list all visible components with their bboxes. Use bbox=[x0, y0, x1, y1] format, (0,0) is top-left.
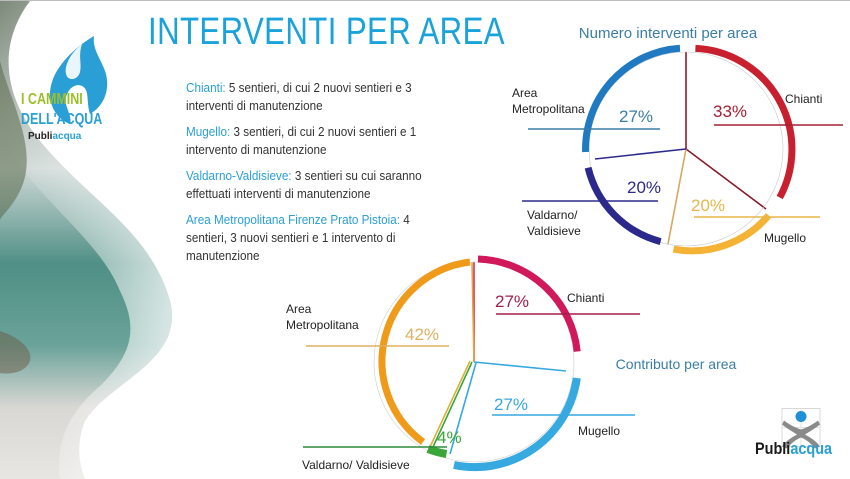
page-title: INTERVENTI PER AREA bbox=[148, 11, 505, 53]
chart1-label-chianti: Chianti bbox=[785, 92, 822, 106]
desc-text: 3 sentieri su cui saranno effettuati int… bbox=[186, 168, 422, 201]
chart2-slice-chianti bbox=[477, 255, 581, 352]
chart1-title: Numero interventi per area bbox=[579, 25, 758, 42]
chart2-pct-chianti: 27% bbox=[495, 292, 529, 311]
chart2-slice-valdarno bbox=[426, 445, 448, 458]
desc-area-label: Valdarno-Valdisieve: bbox=[186, 168, 292, 183]
chart2-slice-area-metro bbox=[378, 258, 471, 445]
desc-text: 4 sentieri, 3 nuovi sentieri e 1 interve… bbox=[186, 212, 410, 263]
chart1-slice-mugello bbox=[672, 213, 772, 255]
chart-numero-interventi: Numero interventi per area 33% bbox=[512, 25, 843, 255]
chart1-slice-chianti bbox=[695, 44, 796, 200]
chart1-label-mugello: Mugello bbox=[764, 231, 806, 245]
campaign-name-line2: DELL'ACQUA bbox=[21, 111, 103, 128]
chart2-slice-mugello bbox=[453, 377, 581, 472]
chart1-pct-mugello: 20% bbox=[691, 196, 725, 215]
chart2-label-valdarno: Valdarno/ Valdisieve bbox=[302, 458, 410, 472]
desc-item-mugello: Mugello: 3 sentieri, di cui 2 nuovi sent… bbox=[186, 123, 452, 159]
sub-brand-logotype: Publiacqua bbox=[28, 131, 81, 142]
chart1-slice-valdarno bbox=[584, 166, 662, 245]
desc-area-label: Chianti: bbox=[186, 80, 226, 95]
chart1-pct-valdarno: 20% bbox=[627, 178, 661, 197]
chart1-label-area-metro-2: Metropolitana bbox=[512, 102, 585, 116]
desc-area-label: Area Metropolitana Firenze Prato Pistoia… bbox=[186, 212, 400, 227]
chart1-pct-area-metro: 27% bbox=[619, 107, 653, 126]
desc-item-area-metro: Area Metropolitana Firenze Prato Pistoia… bbox=[186, 211, 452, 265]
chart-contributo: Contributo per area 27% Chianti bbox=[286, 255, 737, 472]
desc-area-label: Mugello: bbox=[186, 124, 231, 139]
chart2-label-area-metro-2: Metropolitana bbox=[286, 318, 359, 332]
sub-brand-part-a: Publi bbox=[28, 131, 53, 142]
chart1-label-area-metro-1: Area bbox=[512, 86, 538, 100]
desc-text: 5 sentieri, di cui 2 nuovi sentieri e 3 … bbox=[186, 80, 412, 113]
desc-text: 3 sentieri, di cui 2 nuovi sentieri e 1 … bbox=[186, 124, 417, 157]
chart2-label-chianti: Chianti bbox=[567, 291, 604, 305]
chart2-pct-valdarno: 4% bbox=[437, 428, 462, 447]
chart2-label-mugello: Mugello bbox=[578, 424, 620, 438]
chart2-pct-area-metro: 42% bbox=[405, 325, 439, 344]
chart1-pct-chianti: 33% bbox=[713, 102, 747, 121]
water-drop-logo-icon bbox=[50, 36, 108, 124]
corp-logotype-part-a: Publi bbox=[755, 439, 791, 458]
corp-logotype-part-b: acqua bbox=[790, 439, 833, 458]
desc-item-valdarno: Valdarno-Valdisieve: 3 sentieri su cui s… bbox=[186, 167, 452, 203]
chart2-pct-mugello: 27% bbox=[494, 395, 528, 414]
chart1-label-valdarno-1: Valdarno/ bbox=[527, 208, 578, 222]
publiacqua-logotype: Publiacqua bbox=[755, 439, 832, 459]
chart1-label-valdarno-2: Valdisieve bbox=[527, 224, 581, 238]
chart2-title: Contributo per area bbox=[616, 356, 737, 372]
area-descriptions: Chianti: 5 sentieri, di cui 2 nuovi sent… bbox=[186, 79, 429, 273]
waterfall-photo bbox=[0, 1, 172, 479]
chart2-label-area-metro-1: Area bbox=[286, 302, 312, 316]
desc-item-chianti: Chianti: 5 sentieri, di cui 2 nuovi sent… bbox=[186, 79, 452, 115]
sub-brand-part-b: acqua bbox=[52, 131, 82, 142]
chart1-slice-area-metro bbox=[582, 44, 681, 153]
publiacqua-logo-icon bbox=[781, 408, 821, 449]
campaign-name-line1: I CAMMINI bbox=[21, 91, 83, 108]
